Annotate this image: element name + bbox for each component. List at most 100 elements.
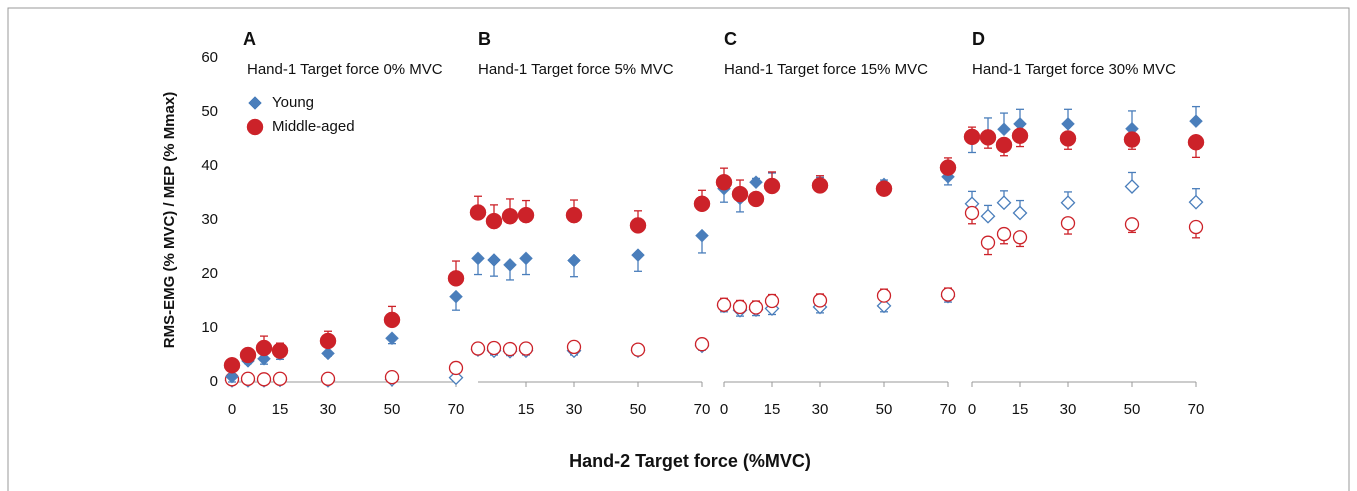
panel-title: Hand-1 Target force 15% MVC <box>724 61 928 78</box>
diamond <box>997 122 1011 137</box>
circle <box>469 204 487 221</box>
y-axis-label: RMS-EMG (% MVC) / MEP (% Mmax) <box>161 92 178 348</box>
open-circle <box>940 287 956 302</box>
open-circle <box>470 341 486 356</box>
open-circle <box>964 205 980 221</box>
y-tick-label: 50 <box>201 103 218 120</box>
x-tick-label: 50 <box>876 401 893 418</box>
diamond <box>631 248 645 262</box>
x-tick-label: 0 <box>968 401 976 418</box>
circle <box>693 195 711 213</box>
open-circle <box>764 293 780 309</box>
open-circle <box>980 235 996 250</box>
open-circle <box>486 340 502 356</box>
open-diamond <box>876 298 892 314</box>
diamond <box>567 253 581 268</box>
circle <box>239 346 257 364</box>
circle <box>875 180 893 197</box>
diamond <box>449 289 463 304</box>
open-circle <box>1188 219 1204 235</box>
circle <box>963 128 981 146</box>
x-tick-label: 70 <box>694 401 711 418</box>
open-diamond <box>1060 195 1076 211</box>
circle <box>979 129 997 146</box>
open-circle <box>384 369 400 385</box>
circle <box>1059 130 1077 147</box>
circle <box>731 185 749 203</box>
circle <box>747 190 765 208</box>
diamond <box>519 251 533 266</box>
y-tick-label: 10 <box>201 319 218 336</box>
open-circle <box>1124 217 1140 232</box>
x-axis-label: Hand-2 Target force (%MVC) <box>569 451 811 471</box>
circle <box>995 136 1013 154</box>
circle <box>1187 133 1205 151</box>
legend-label: Middle-aged <box>272 118 355 135</box>
open-diamond <box>1124 179 1140 194</box>
diamond <box>487 253 501 267</box>
diamond <box>1189 114 1203 129</box>
open-circle <box>748 300 764 315</box>
legend-marker <box>248 96 262 110</box>
x-tick-label: 70 <box>940 401 957 418</box>
open-circle <box>716 297 732 312</box>
diamond <box>695 228 709 243</box>
circle <box>715 173 733 191</box>
circle <box>763 177 781 195</box>
panel-letter: C <box>724 29 737 49</box>
panel-title: Hand-1 Target force 5% MVC <box>478 61 674 78</box>
diamond <box>749 175 763 190</box>
frame <box>7 7 1350 491</box>
open-circle <box>812 293 828 308</box>
x-tick-label: 0 <box>720 401 728 418</box>
x-tick-label: 70 <box>448 401 465 418</box>
open-circle <box>256 372 272 387</box>
y-tick-label: 60 <box>201 49 218 66</box>
open-diamond <box>448 370 464 386</box>
open-circle <box>694 337 710 352</box>
circle <box>1123 131 1141 148</box>
panel-letter: B <box>478 29 491 49</box>
diamond <box>385 331 399 346</box>
open-circle <box>1060 216 1076 231</box>
circle <box>939 159 957 176</box>
x-tick-label: 15 <box>1012 401 1029 418</box>
open-circle <box>876 288 892 303</box>
panel-letter: A <box>243 29 256 49</box>
open-diamond <box>1012 205 1028 221</box>
circle <box>255 339 273 357</box>
open-circle <box>732 299 748 315</box>
circle <box>271 342 289 359</box>
open-diamond <box>980 208 996 224</box>
circle <box>811 177 829 194</box>
circle <box>629 217 647 234</box>
y-tick-label: 30 <box>201 211 218 228</box>
x-tick-label: 50 <box>1124 401 1141 418</box>
open-circle <box>566 339 582 355</box>
x-tick-label: 50 <box>630 401 647 418</box>
circle <box>565 206 583 224</box>
panel-title: Hand-1 Target force 0% MVC <box>247 61 443 78</box>
circle <box>223 357 241 374</box>
diamond <box>225 369 239 384</box>
y-tick-label: 20 <box>201 265 218 282</box>
legend-label: Young <box>272 94 314 111</box>
open-circle <box>448 360 464 376</box>
circle <box>319 332 337 350</box>
circle <box>501 207 519 225</box>
diamond <box>471 251 485 266</box>
circle <box>383 311 401 329</box>
open-circle <box>320 371 336 386</box>
panel-letter: D <box>972 29 985 49</box>
open-circle <box>240 371 256 386</box>
x-tick-label: 30 <box>812 401 829 418</box>
diamond <box>1061 117 1075 131</box>
x-tick-label: 30 <box>320 401 337 418</box>
panel-title: Hand-1 Target force 30% MVC <box>972 61 1176 78</box>
circle <box>485 212 503 230</box>
open-circle <box>272 371 288 386</box>
x-tick-label: 30 <box>566 401 583 418</box>
y-tick-label: 40 <box>201 157 218 174</box>
diamond <box>503 257 517 272</box>
open-circle <box>630 342 646 357</box>
